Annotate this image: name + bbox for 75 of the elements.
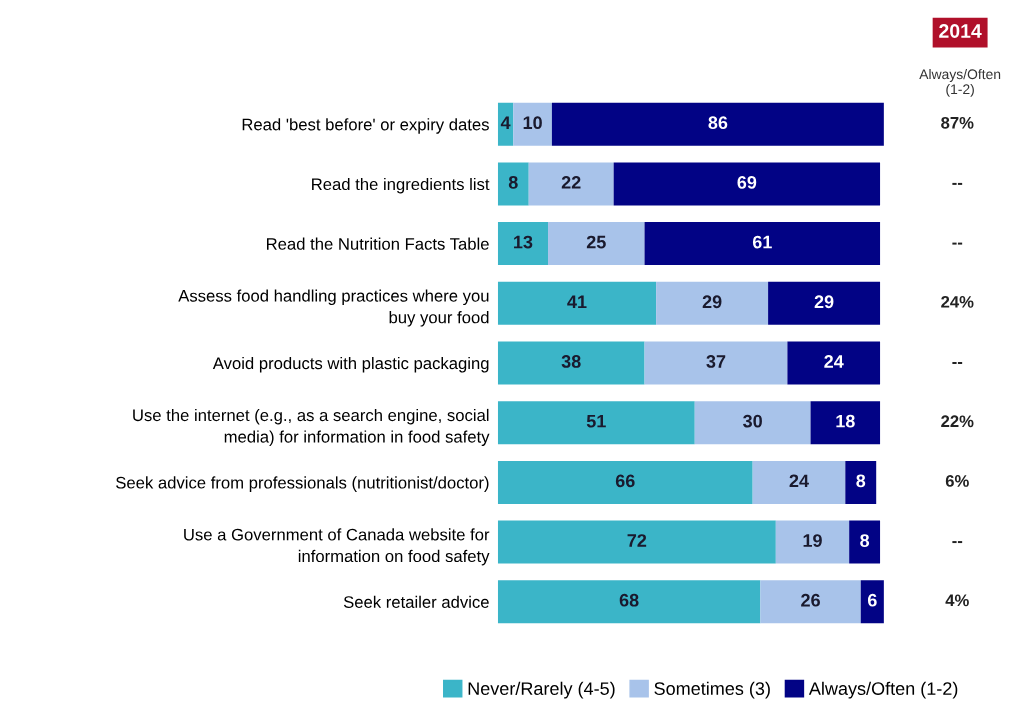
- text: 2014: [939, 24, 982, 38]
- data-label: 26: [801, 593, 820, 607]
- data-label: 8: [508, 175, 518, 189]
- data-label: 8: [860, 534, 870, 547]
- data-label: 6: [867, 593, 877, 607]
- data-label: 24: [789, 474, 809, 488]
- bar: [497, 162, 529, 206]
- data-label: 72: [627, 534, 647, 547]
- data-label: 4: [500, 116, 511, 129]
- data-label: 10: [523, 116, 542, 130]
- bar: [497, 341, 645, 385]
- data-label: 68: [619, 593, 639, 607]
- bar: [656, 281, 769, 325]
- data-label: 8: [856, 474, 866, 488]
- legend-label: Sometimes (3): [654, 681, 770, 699]
- data-label: 38: [561, 355, 581, 368]
- data-label: 51: [586, 414, 606, 428]
- text: 24%: [941, 295, 974, 308]
- bar: [644, 341, 788, 385]
- bar: [845, 460, 877, 504]
- data-label: 86: [708, 116, 728, 130]
- bar: [497, 281, 657, 325]
- y-tick-label: Read the Nutrition Facts Table: [267, 237, 489, 250]
- data-label: 29: [814, 295, 834, 309]
- bar: [849, 520, 881, 564]
- bar: [497, 580, 761, 624]
- y-tick-label: Avoid products with plastic packaging: [212, 356, 489, 373]
- bar: [644, 222, 881, 266]
- data-label: 13: [514, 235, 533, 249]
- data-label: 69: [737, 175, 757, 189]
- data-label: 22: [561, 175, 581, 189]
- text: --: [952, 242, 963, 245]
- data-label: 24: [824, 355, 844, 368]
- bar: [513, 102, 552, 146]
- y-tick-label: Read 'best before' or expiry dates: [242, 118, 489, 134]
- bar: [548, 222, 645, 266]
- data-label: 30: [743, 414, 762, 428]
- y-tick-label: Use the internet (e.g., as a search engine, social media) for information in food safety: [133, 408, 490, 446]
- bar: [497, 222, 549, 266]
- y-tick-label: Seek retailer advice: [343, 595, 489, 608]
- legend-label: Always/Often (1-2): [808, 681, 958, 699]
- text: Always/Often (1-2): [919, 68, 1001, 97]
- bar: [551, 102, 884, 146]
- bar: [497, 520, 776, 564]
- bar: [752, 460, 846, 504]
- y-tick-label: Assess food handling practices where you buy your food: [178, 289, 489, 327]
- data-label: 66: [615, 474, 635, 488]
- data-label: 37: [706, 355, 726, 368]
- text: 6%: [945, 475, 969, 487]
- bar: [787, 341, 881, 385]
- bar: [497, 460, 753, 504]
- text: 22%: [941, 415, 974, 428]
- text: 87%: [941, 116, 974, 129]
- y-tick-label: Read the ingredients list: [312, 177, 490, 194]
- bar: [760, 580, 861, 624]
- text: --: [952, 541, 963, 544]
- text: --: [952, 361, 963, 364]
- data-label: 18: [836, 414, 855, 428]
- data-label: 25: [586, 235, 606, 249]
- text: --: [952, 182, 963, 185]
- data-label: 19: [803, 534, 822, 547]
- bar: [768, 281, 881, 325]
- bar: [775, 520, 850, 564]
- y-tick-label: Seek advice from professionals (nutritionist/doctor): [116, 476, 489, 492]
- text: 4%: [945, 594, 969, 607]
- data-label: 41: [567, 295, 587, 308]
- data-label: 61: [752, 235, 772, 249]
- bar: [497, 401, 695, 445]
- bar: [810, 401, 881, 445]
- bar: [694, 401, 811, 445]
- bar: [528, 162, 614, 206]
- legend-label: Never/Rarely (4-5): [468, 681, 615, 699]
- y-tick-label: Use a Government of Canada website for information on food safety: [184, 528, 490, 566]
- data-label: 29: [702, 295, 722, 309]
- bar: [613, 162, 881, 206]
